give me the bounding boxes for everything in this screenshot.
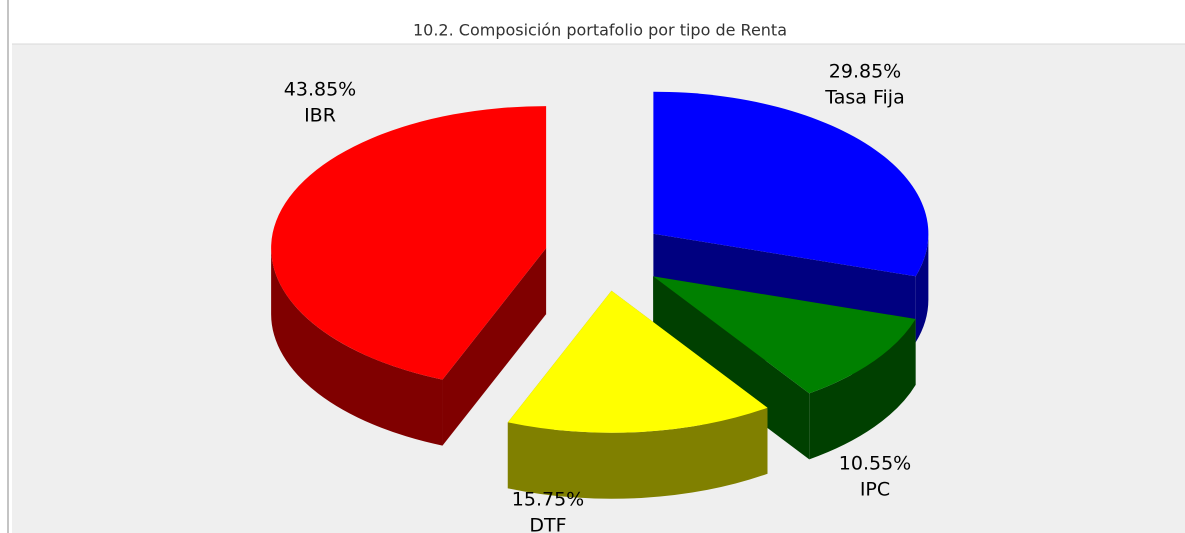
slice [653, 276, 916, 394]
slice-category-label: IPC [860, 479, 890, 501]
slice-value-label: 15.75% [512, 489, 584, 511]
slice-category-label: IBR [304, 105, 336, 127]
slice-side [271, 248, 443, 446]
slice [507, 290, 768, 433]
slice [653, 91, 929, 277]
slice-wall [442, 248, 547, 446]
slice-wall [653, 276, 810, 460]
slice [271, 106, 547, 380]
slice-value-label: 29.85% [829, 61, 901, 83]
slice-category-label: Tasa Fija [824, 87, 904, 109]
slice-side [915, 233, 929, 343]
slice-value-label: 43.85% [284, 79, 356, 101]
slice-side [507, 407, 768, 499]
slice-category-label: DTF [529, 515, 566, 533]
chart-title: 10.2. Composición portafolio por tipo de… [413, 21, 787, 40]
slice-value-label: 10.55% [839, 453, 911, 475]
slice-side [809, 318, 916, 460]
